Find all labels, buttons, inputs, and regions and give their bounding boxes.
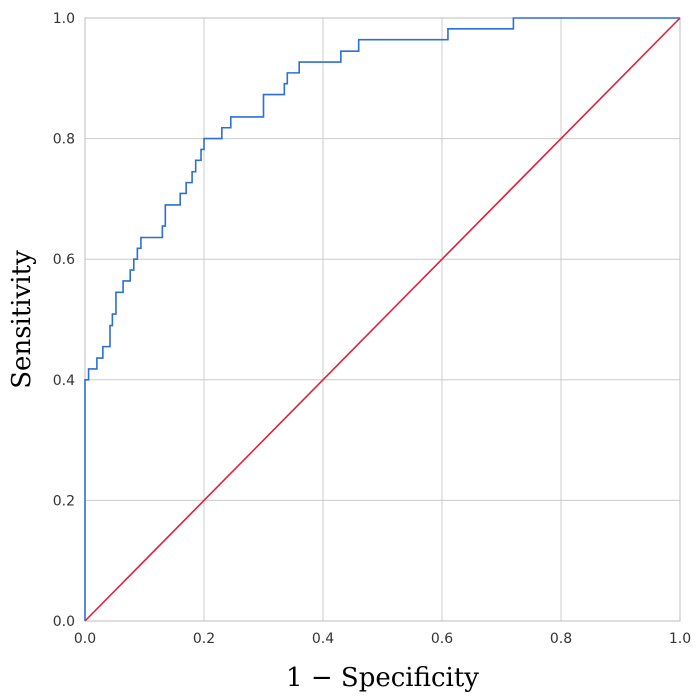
roc-curve — [84, 17, 680, 621]
x-tick-label: 0.2 — [193, 631, 215, 647]
y-tick-label: 0.6 — [53, 252, 75, 268]
x-axis-title: 1 − Specificity — [286, 663, 479, 693]
reference-diagonal-line — [84, 17, 681, 622]
x-tick-label: 0.8 — [550, 631, 572, 647]
y-tick-label: 0.8 — [53, 132, 75, 148]
y-tick-label: 1.0 — [53, 11, 75, 27]
x-tick-label: 1.0 — [669, 631, 691, 647]
y-tick-label: 0.0 — [53, 614, 75, 630]
x-tick-label: 0.0 — [74, 631, 96, 647]
y-tick-label: 0.4 — [53, 373, 75, 389]
x-tick-label: 0.6 — [431, 631, 453, 647]
x-tick-label: 0.4 — [312, 631, 334, 647]
y-tick-labels: 0.0 0.2 0.4 0.6 0.8 1.0 — [53, 11, 75, 630]
series-layer — [84, 17, 681, 622]
x-tick-labels: 0.0 0.2 0.4 0.6 0.8 1.0 — [74, 631, 691, 647]
y-axis-title: Sensitivity — [7, 250, 37, 389]
y-tick-label: 0.2 — [53, 493, 75, 509]
plot-frame — [84, 17, 681, 622]
